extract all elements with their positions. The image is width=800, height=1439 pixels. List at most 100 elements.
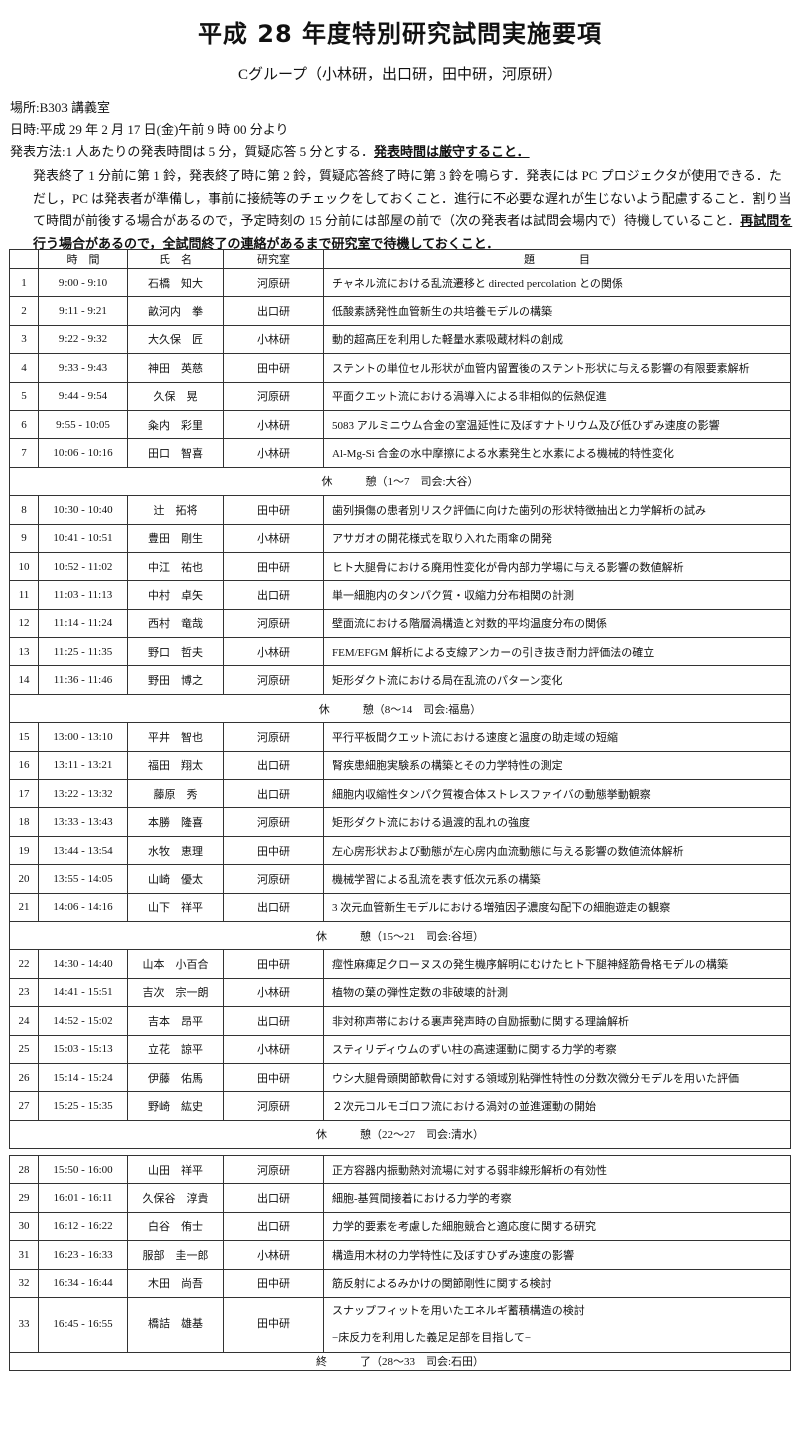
time-slot: 10:52 - 11:02 (38, 551, 128, 582)
row-number-text: 13 (18, 645, 30, 658)
row-number-text: 19 (18, 844, 30, 857)
lab-name-text: 小林研 (257, 1044, 290, 1057)
lab-name: 小林研 (223, 637, 324, 667)
time-slot: 16:12 - 16:22 (38, 1211, 128, 1242)
presenter-name: 山本 小百合 (127, 949, 224, 979)
method-line: 発表方法:1 人あたりの発表時間は 5 分，質疑応答 5 分とする．発表時間は厳… (10, 141, 530, 160)
row-number: 3 (9, 324, 39, 355)
time-slot-text: 16:34 - 16:44 (53, 1277, 113, 1290)
lab-name-text: 小林研 (257, 987, 290, 1000)
lab-name: 河原研 (223, 267, 324, 298)
presentation-title: 腎疾患細胞実験系の構築とその力学特性の測定 (323, 750, 791, 781)
row-number: 26 (9, 1062, 39, 1093)
row-number: 19 (9, 835, 39, 866)
row-number: 14 (9, 665, 39, 695)
time-slot: 13:55 - 14:05 (38, 864, 128, 894)
row-number-text: 18 (18, 816, 30, 829)
row-number: 5 (9, 381, 39, 411)
instructions-text: 発表終了 1 分前に第 1 鈴，発表終了時に第 2 鈴，質疑応答終了時に第 3 … (33, 168, 792, 228)
lab-name-text: 小林研 (257, 533, 290, 546)
row-number: 11 (9, 580, 39, 610)
presentation-title: 矩形ダクト流における過渡的乱れの強度 (323, 807, 791, 837)
time-slot: 15:25 - 15:35 (38, 1091, 128, 1121)
row-number-text: 22 (18, 958, 30, 971)
row-number-text: 14 (18, 674, 30, 687)
lab-name-text: 小林研 (257, 334, 290, 347)
lab-name-text: 小林研 (257, 1249, 290, 1262)
time-slot: 16:23 - 16:33 (38, 1240, 128, 1270)
presentation-title: 細胞-基質間接着における力学的考察 (323, 1183, 791, 1213)
lab-name-text: 河原研 (257, 277, 290, 290)
table-row: 18 13:33 - 13:43 本勝 隆喜 河原研 矩形ダクト流における過渡的乱れの強… (9, 807, 791, 837)
break-label: 休 憩（22〜27 司会:清水） (9, 1119, 791, 1150)
presentation-title: 正方容器内振動熱対流場に対する弱非線形解析の有効性 (323, 1154, 791, 1185)
presentation-title-text: 3 次元血管新生モデルにおける増殖因子濃度勾配下の細胞遊走の観察 (332, 902, 671, 915)
presenter-name: 本勝 隆喜 (127, 807, 224, 837)
time-slot-text: 11:14 - 11:24 (53, 617, 113, 630)
lab-name: 小林研 (223, 977, 324, 1008)
lab-name: 小林研 (223, 1034, 324, 1064)
row-number-text: 8 (21, 503, 27, 516)
row-number: 28 (9, 1154, 39, 1185)
row-number-text: 6 (21, 418, 27, 431)
lab-name: 田中研 (223, 835, 324, 866)
row-number: 17 (9, 779, 39, 809)
time-slot-text: 13:11 - 13:21 (53, 759, 113, 772)
row-number: 30 (9, 1211, 39, 1242)
presenter-name: 野田 博之 (127, 665, 224, 695)
lab-name-text: 田中研 (257, 1278, 290, 1291)
time-slot: 11:14 - 11:24 (38, 608, 128, 639)
time-slot-text: 15:25 - 15:35 (53, 1100, 113, 1113)
lab-name-text: 河原研 (257, 873, 290, 886)
lab-name: 出口研 (223, 779, 324, 809)
row-number: 24 (9, 1006, 39, 1036)
presenter-name-text: 平井 智也 (148, 731, 203, 744)
row-number: 13 (9, 637, 39, 667)
row-number-text: 7 (21, 447, 27, 460)
presenter-name: 橋詰 雄基 (127, 1296, 224, 1353)
row-number-text: 28 (18, 1163, 30, 1176)
presentation-title: 力学的要素を考慮した細胞競合と適応度に関する研究 (323, 1211, 791, 1242)
presenter-name-text: 中村 卓矢 (148, 589, 203, 602)
presenter-name-text: 山下 祥平 (148, 902, 203, 915)
row-number: 18 (9, 807, 39, 837)
instructions-paragraph: 発表終了 1 分前に第 1 鈴，発表終了時に第 2 鈴，質疑応答終了時に第 3 … (33, 165, 793, 255)
presentation-title-text: 細胞-基質間接着における力学的考察 (332, 1193, 512, 1206)
lab-name-text: 田中研 (257, 504, 290, 517)
row-number: 23 (9, 977, 39, 1008)
lab-name: 出口研 (223, 1211, 324, 1242)
presenter-name: 立花 諒平 (127, 1034, 224, 1064)
presentation-title-text: Al-Mg-Si 合金の水中摩擦による水素発生と水素による機械的特性変化 (332, 448, 674, 461)
presentation-title: 機械学習による乱流を表す低次元系の構築 (323, 864, 791, 894)
presenter-name-text: 吉本 昂平 (148, 1015, 203, 1028)
lab-name: 河原研 (223, 807, 324, 837)
lab-name-text: 出口研 (257, 1193, 290, 1206)
presentation-title: スティリディウムのずい柱の高速運動に関する力学的考察 (323, 1034, 791, 1064)
table-row: 15 13:00 - 13:10 平井 智也 河原研 平行平板間クエット流における速度と… (9, 722, 791, 752)
lab-name: 田中研 (223, 1268, 324, 1298)
presenter-name-text: 服部 圭一郎 (142, 1249, 209, 1262)
presentation-title-text: スティリディウムのずい柱の高速運動に関する力学的考察 (332, 1044, 617, 1057)
time-slot-text: 10:30 - 10:40 (53, 503, 113, 516)
presentation-title-text: 痙性麻痺足クローヌスの発生機序解明にむけたヒト下腿神経筋骨格モデルの構築 (332, 959, 728, 972)
presenter-name: 久保谷 淳貴 (127, 1183, 224, 1213)
time-slot: 9:22 - 9:32 (38, 324, 128, 355)
time-slot: 9:55 - 10:05 (38, 409, 128, 440)
presentation-title: アサガオの開花様式を取り入れた雨傘の開発 (323, 523, 791, 553)
time-slot-text: 9:22 - 9:32 (58, 333, 108, 346)
lab-name: 河原研 (223, 1154, 324, 1185)
row-number-text: 16 (18, 759, 30, 772)
row-number-text: 5 (21, 390, 27, 403)
presenter-name: 中村 卓矢 (127, 580, 224, 610)
presentation-title-text: 単一細胞内のタンパク質・収縮力分布相関の計測 (332, 589, 574, 602)
presenter-name: 野口 哲夫 (127, 637, 224, 667)
table-row: 27 15:25 - 15:35 野崎 紘史 河原研 ２次元コルモゴロフ流における渦対の… (9, 1091, 791, 1121)
time-slot: 11:36 - 11:46 (38, 665, 128, 695)
presentation-title-text: 腎疾患細胞実験系の構築とその力学特性の測定 (332, 760, 563, 773)
group-subtitle: Cグループ（小林研，出口研，田中研，河原研） (237, 67, 563, 83)
lab-name-text: 出口研 (257, 760, 290, 773)
break-row: 休 憩（1〜7 司会:大谷） (9, 466, 791, 497)
time-slot: 14:52 - 15:02 (38, 1006, 128, 1036)
method-emphasis: 発表時間は厳守すること． (373, 144, 530, 159)
presenter-name: 白谷 侑士 (127, 1211, 224, 1242)
